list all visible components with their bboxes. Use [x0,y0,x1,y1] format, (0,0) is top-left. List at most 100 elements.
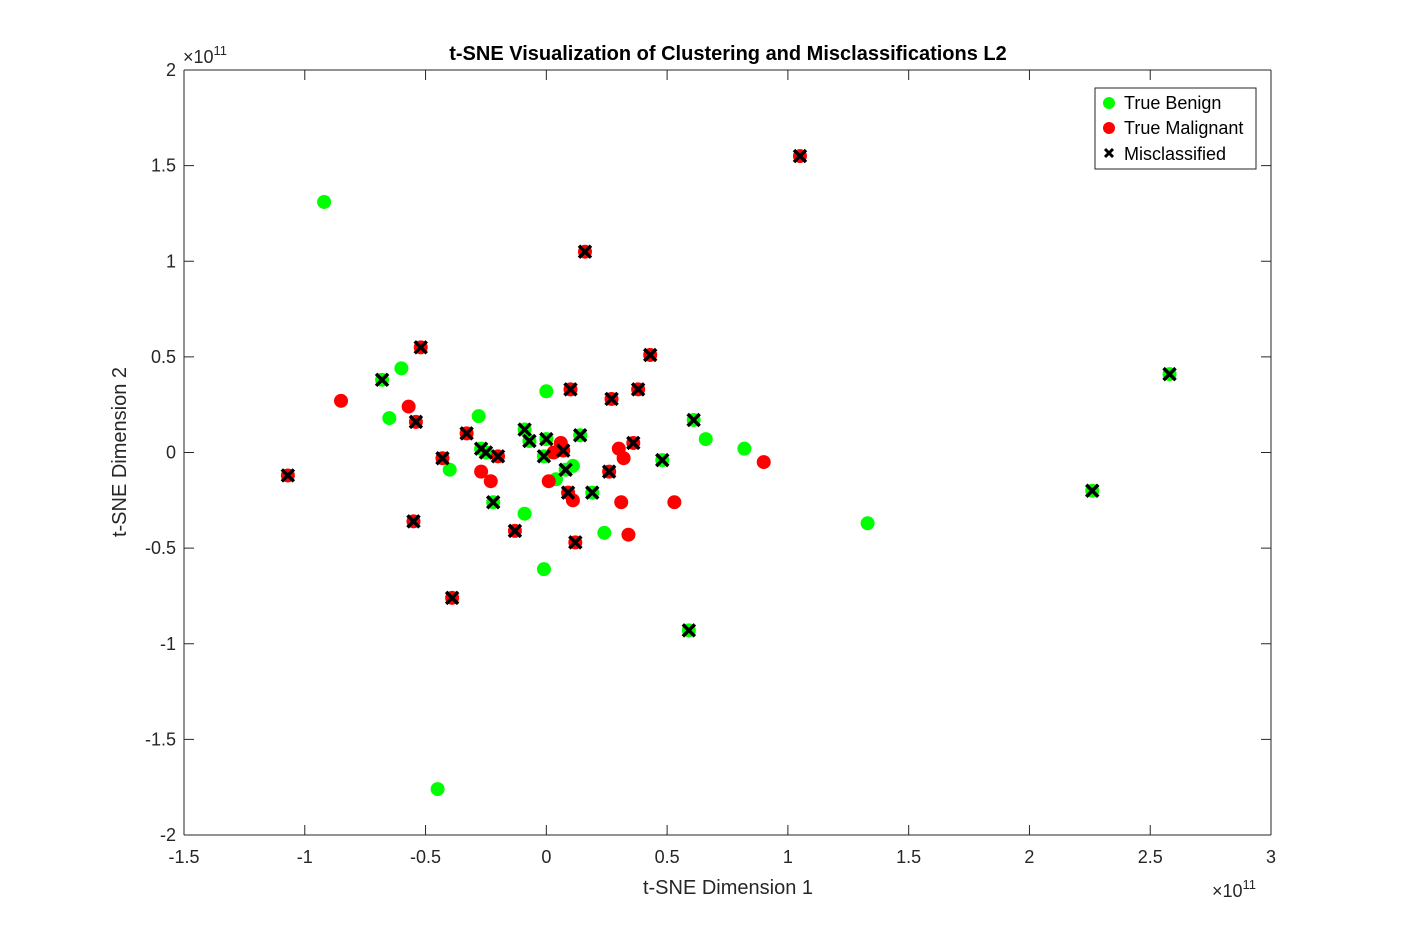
y-exponent-label: ×1011 [183,43,227,67]
malignant-point [483,474,498,489]
misclassified-marker [560,485,576,500]
benign-point [394,361,409,376]
benign-point [471,409,486,424]
malignant-point [401,399,416,414]
misclassified-marker [507,523,523,539]
benign-point [382,411,397,426]
legend-benign-marker [1103,97,1115,109]
misclassified-marker [374,372,390,388]
x-tick-label: -1.5 [168,847,199,867]
x-exponent-prefix: ×10 [1212,881,1243,901]
misclassified-marker [478,445,494,460]
y-tick-label: -2 [160,825,176,845]
misclassified-marker [642,347,658,363]
data-points [280,148,1177,797]
misclassified-marker [681,623,697,638]
misclassified-marker [444,590,460,606]
y-tick-label: -1 [160,634,176,654]
malignant-point [565,493,580,508]
legend-malignant-label: True Malignant [1124,118,1243,138]
y-exponent-power: 11 [214,43,228,58]
malignant-point [474,464,489,479]
y-tick-label: 1.5 [151,156,176,176]
malignant-point [756,455,771,470]
misclassified-marker [655,452,670,468]
misclassified-marker [536,449,552,464]
misclassified-marker [558,462,573,477]
misclassified-marker [577,244,593,259]
legend-misclassified-label: Misclassified [1124,144,1226,164]
misclassified-marker [686,412,701,428]
misclassified-marker [539,431,554,447]
misclassified-marker [406,514,421,529]
legend-box [1094,87,1257,170]
misclassified-marker [568,535,583,550]
misclassified-marker [556,443,571,458]
y-tick-label: 0.5 [151,347,176,367]
benign-point [737,441,752,456]
misclassified-marker [522,433,537,449]
misclassified-marker [792,148,808,164]
y-tick-label: -1.5 [145,729,176,749]
y-tick-label: 1 [166,251,176,271]
misclassified-marker [572,428,588,443]
benign-point [860,516,875,531]
x-tick-label: 1.5 [896,847,921,867]
x-tick-label: 2.5 [1138,847,1163,867]
y-tick-label: 2 [166,60,176,80]
misclassified-marker [584,485,600,500]
benign-point [698,432,713,447]
misclassified-marker [601,464,617,479]
x-tick-label: -1 [297,847,313,867]
malignant-point [541,474,556,489]
x-tick-label: 1 [783,847,793,867]
misclassified-marker [626,435,641,451]
benign-point [597,525,612,540]
y-tick-label: -0.5 [145,538,176,558]
x-ticks: -1.5 -1 -0.5 0 0.5 1 1.5 2 2.5 3 [168,70,1276,867]
x-tick-label: 0 [541,847,551,867]
misclassified-marker [604,391,619,407]
misclassified-marker [630,382,646,397]
misclassified-marker [280,468,296,483]
misclassified-marker [459,426,474,441]
misclassified-marker [1085,483,1100,498]
misclassified-marker [485,494,501,510]
misclassified-marker [435,451,450,466]
y-axis-label: t-SNE Dimension 2 [109,367,131,537]
x-tick-label: 3 [1266,847,1276,867]
misclassified-marker [563,382,578,397]
misclassified-marker [1162,366,1177,382]
y-tick-label: 0 [166,443,176,463]
benign-point [317,194,332,209]
malignant-point [621,527,636,542]
x-tick-label: 0.5 [655,847,680,867]
y-ticks: -2 -1.5 -1 -0.5 0 0.5 1 1.5 2 [145,60,1271,845]
malignant-point [614,495,629,510]
legend-malignant-marker [1103,122,1115,134]
benign-point [430,782,445,797]
legend: True Benign True Malignant Misclassified [1094,87,1257,170]
x-tick-label: 2 [1024,847,1034,867]
benign-point [565,458,580,473]
x-exponent-power: 11 [1243,877,1257,892]
misclassified-marker [517,422,532,437]
x-exponent-label: ×1011 [1212,877,1256,901]
benign-point [539,384,554,399]
benign-point [536,562,551,577]
misclassified-marker [413,340,428,355]
malignant-point [616,451,631,466]
misclassified-marker [490,449,506,464]
chart-title: t-SNE Visualization of Clustering and Mi… [449,43,1007,65]
malignant-point [667,495,682,510]
x-axis-label: t-SNE Dimension 1 [643,877,813,899]
x-tick-label: -0.5 [410,847,441,867]
legend-benign-label: True Benign [1124,93,1221,113]
malignant-point [334,393,349,408]
misclassified-marker [408,414,424,430]
y-exponent-prefix: ×10 [183,47,214,67]
benign-point [517,506,532,521]
benign-point [442,462,457,477]
legend-misclassified-marker [1103,147,1115,159]
